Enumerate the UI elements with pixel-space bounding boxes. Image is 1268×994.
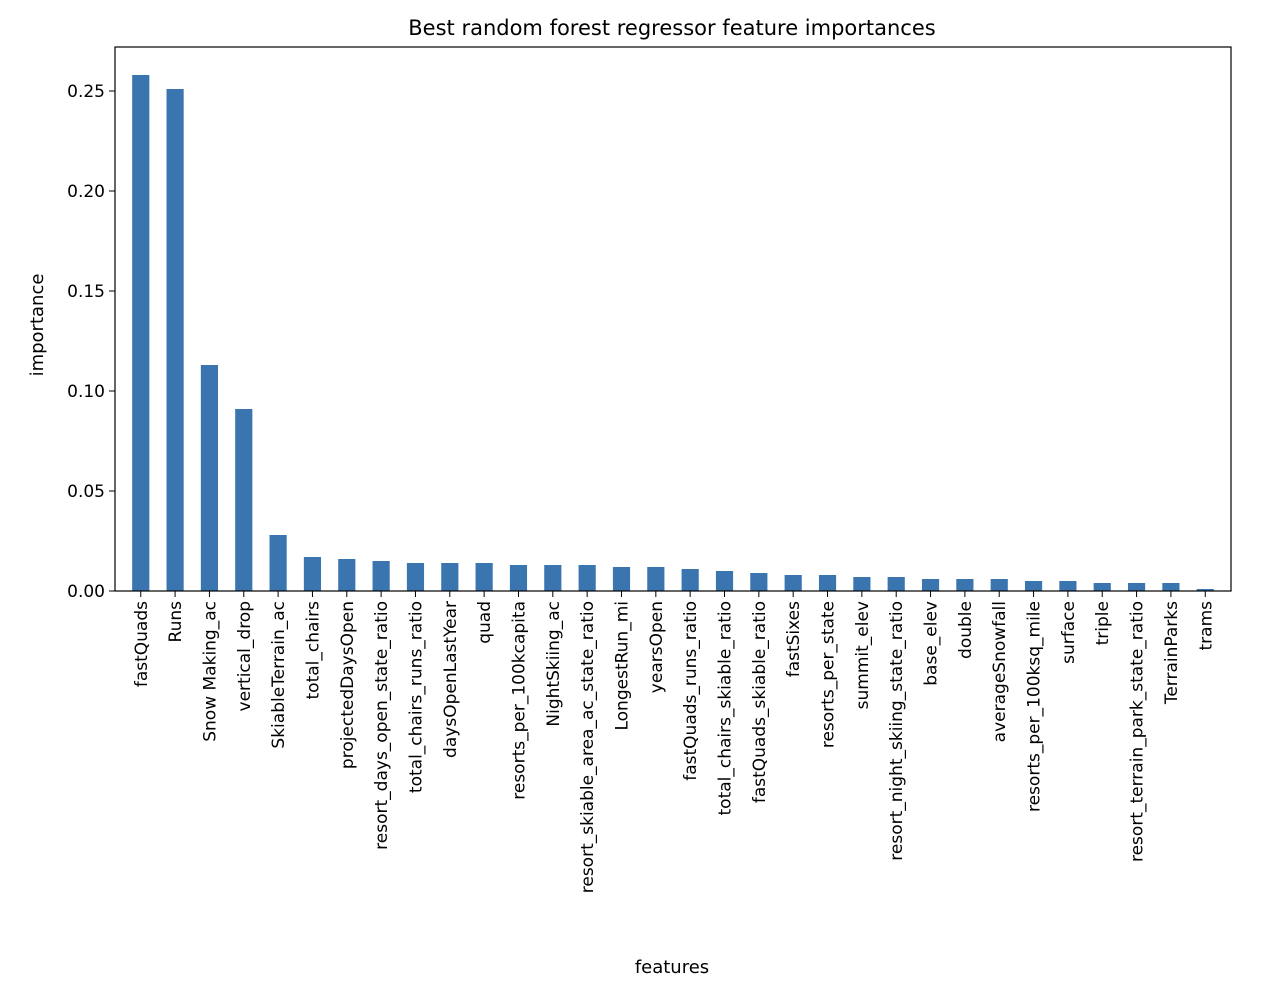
bar-Snow Making_ac bbox=[200, 365, 219, 591]
x-tick-label: resort_night_skiing_state_ratio bbox=[887, 601, 907, 861]
bar-averageSnowfall bbox=[990, 579, 1008, 591]
x-tick-label: trams bbox=[1196, 601, 1216, 651]
bar-surface bbox=[1059, 581, 1077, 591]
bar-total_chairs_skiable_ratio bbox=[715, 571, 734, 591]
chart-title: Best random forest regressor feature imp… bbox=[408, 16, 935, 40]
y-tick-label: 0.15 bbox=[67, 282, 105, 302]
x-tick-label: fastQuads_skiable_ratio bbox=[750, 601, 770, 803]
x-tick-label: total_chairs_skiable_ratio bbox=[716, 601, 736, 816]
x-tick-label: fastQuads bbox=[132, 601, 152, 687]
bar-vertical_drop bbox=[235, 409, 253, 591]
x-axis-label: features bbox=[635, 957, 709, 978]
x-tick-label: summit_elev bbox=[853, 601, 873, 709]
bars-layer bbox=[132, 75, 1214, 591]
y-tick-label: 0.25 bbox=[67, 82, 105, 102]
x-tick-label: SkiableTerrain_ac bbox=[269, 601, 289, 749]
x-tick-label: total_chairs_runs_ratio bbox=[406, 601, 426, 793]
x-tick-label: resorts_per_100ksq_mile bbox=[1025, 601, 1045, 812]
x-tick-label: fastQuads_runs_ratio bbox=[681, 601, 701, 781]
y-tick-label: 0.00 bbox=[67, 582, 105, 602]
x-tick-label: NightSkiing_ac bbox=[544, 601, 564, 727]
bar-daysOpenLastYear bbox=[441, 563, 459, 591]
x-tick-label: resorts_per_100kcapita bbox=[509, 601, 529, 800]
bar-total_chairs_runs_ratio bbox=[406, 563, 425, 591]
y-tick-label: 0.10 bbox=[67, 382, 105, 402]
bar-triple bbox=[1093, 583, 1111, 591]
x-tick-label: TerrainParks bbox=[1162, 601, 1182, 705]
bar-double bbox=[956, 579, 974, 591]
y-tick-label: 0.20 bbox=[67, 182, 105, 202]
bar-trams bbox=[1196, 589, 1214, 591]
x-tick-label: resorts_per_state bbox=[819, 601, 839, 748]
x-tick-label: Runs bbox=[166, 601, 186, 643]
x-tick-label: total_chairs bbox=[303, 601, 323, 700]
x-tick-label: double bbox=[956, 601, 976, 659]
bar-fastSixes bbox=[784, 575, 802, 591]
bar-NightSkiing_ac bbox=[544, 565, 562, 591]
bar-fastQuads_runs_ratio bbox=[681, 569, 699, 591]
y-tick-label: 0.05 bbox=[67, 482, 105, 502]
bar-resort_terrain_park_state_ratio bbox=[1127, 583, 1146, 591]
bar-resorts_per_100ksq_mile bbox=[1024, 581, 1043, 591]
bar-resorts_per_100kcapita bbox=[509, 565, 528, 591]
x-tick-label: daysOpenLastYear bbox=[441, 601, 461, 758]
y-axis-label: importance bbox=[27, 274, 48, 377]
x-tick-label: Snow Making_ac bbox=[200, 601, 220, 742]
bar-resort_skiable_area_ac_state_ratio bbox=[578, 565, 596, 591]
bar-SkiableTerrain_ac bbox=[269, 535, 287, 591]
bar-LongestRun_mi bbox=[612, 567, 631, 591]
x-tick-label: base_elev bbox=[922, 601, 942, 686]
x-tick-label: resort_terrain_park_state_ratio bbox=[1128, 601, 1148, 862]
x-tick-label: fastSixes bbox=[784, 601, 804, 677]
x-tick-label: resort_days_open_state_ratio bbox=[372, 601, 392, 850]
bar-resort_night_skiing_state_ratio bbox=[887, 577, 905, 591]
bar-resort_days_open_state_ratio bbox=[372, 561, 390, 591]
y-axis: 0.00 0.05 0.10 0.15 0.20 0.25 bbox=[67, 82, 115, 602]
x-tick-label: LongestRun_mi bbox=[612, 601, 632, 731]
bar-projectedDaysOpen bbox=[338, 559, 356, 591]
x-tick-label: resort_skiable_area_ac_state_ratio bbox=[578, 601, 598, 893]
bar-resorts_per_state bbox=[818, 575, 837, 591]
bar-fastQuads_skiable_ratio bbox=[750, 573, 768, 591]
x-axis: fastQuads Runs Snow Making_ac vertical_drop… bbox=[132, 591, 1216, 893]
bar-base_elev bbox=[921, 579, 940, 591]
bar-fastQuads bbox=[132, 75, 150, 591]
x-tick-label: yearsOpen bbox=[647, 601, 667, 693]
x-tick-label: projectedDaysOpen bbox=[338, 601, 358, 769]
bar-summit_elev bbox=[853, 577, 871, 591]
bar-total_chairs bbox=[303, 557, 322, 591]
bar-quad bbox=[475, 563, 493, 591]
x-tick-label: averageSnowfall bbox=[990, 601, 1010, 742]
bar-Runs bbox=[166, 89, 184, 591]
bar-TerrainParks bbox=[1162, 583, 1180, 591]
bar-yearsOpen bbox=[647, 567, 665, 591]
plot-frame bbox=[114, 46, 1232, 592]
x-tick-label: vertical_drop bbox=[235, 601, 255, 711]
x-tick-label: triple bbox=[1093, 601, 1113, 645]
x-tick-label: quad bbox=[475, 601, 495, 644]
x-tick-label: surface bbox=[1059, 601, 1079, 664]
